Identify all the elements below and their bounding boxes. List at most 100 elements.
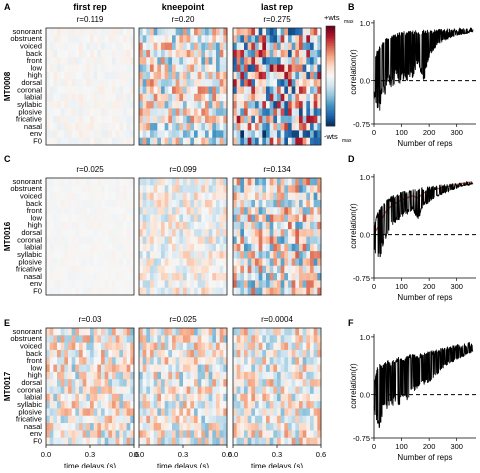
heatmap-cell bbox=[101, 401, 106, 409]
heatmap-cell bbox=[299, 349, 304, 358]
heatmap-cell bbox=[273, 437, 278, 446]
heatmap-cell bbox=[139, 328, 144, 336]
heatmap-cell bbox=[161, 207, 166, 215]
heatmap-cell bbox=[75, 357, 80, 365]
heatmap-cell bbox=[175, 328, 180, 336]
heatmap-cell bbox=[299, 108, 304, 117]
heatmap-cell bbox=[291, 137, 296, 146]
heatmap-cell bbox=[57, 199, 62, 208]
heatmap-cell bbox=[104, 243, 109, 252]
heatmap-cell bbox=[104, 342, 109, 351]
heatmap-cell bbox=[112, 115, 117, 124]
heatmap-cell bbox=[153, 364, 158, 373]
heatmap-cell bbox=[183, 64, 188, 73]
heatmap-cell bbox=[251, 258, 256, 267]
heatmap-cell bbox=[146, 137, 151, 146]
heatmap-cell bbox=[255, 199, 260, 208]
heatmap-cell bbox=[255, 335, 260, 344]
heatmap-cell bbox=[233, 71, 238, 80]
feature-label: syllabic bbox=[17, 100, 42, 109]
heatmap-cell bbox=[119, 42, 124, 51]
heatmap-cell bbox=[302, 178, 307, 186]
heatmap-cell bbox=[46, 236, 51, 245]
heatmap-cell bbox=[273, 280, 278, 289]
heatmap-cell bbox=[139, 115, 144, 124]
heatmap-cell bbox=[139, 349, 144, 358]
heatmap-cell bbox=[262, 42, 267, 51]
heatmap-cell bbox=[302, 64, 307, 73]
heatmap-cell bbox=[64, 108, 69, 117]
heatmap-cell bbox=[168, 258, 173, 267]
heatmap-cell bbox=[302, 57, 307, 65]
heatmap-cell bbox=[205, 71, 210, 80]
heatmap-cell bbox=[186, 430, 191, 439]
colorbar-segment bbox=[326, 116, 335, 119]
heatmap-cell bbox=[186, 64, 191, 73]
heatmap-cell bbox=[86, 137, 91, 146]
heatmap-cell bbox=[197, 287, 202, 296]
heatmap-cell bbox=[299, 221, 304, 230]
heatmap-cell bbox=[201, 342, 206, 351]
heatmap-cell bbox=[255, 35, 260, 44]
heatmap-cell bbox=[219, 280, 224, 289]
heatmap-cell bbox=[161, 371, 166, 380]
heatmap-cell bbox=[302, 408, 307, 417]
heatmap-cell bbox=[139, 71, 144, 80]
heatmap-cell bbox=[306, 437, 311, 446]
heatmap-cell bbox=[82, 71, 87, 80]
heatmap-cell bbox=[90, 357, 95, 365]
heatmap-cell bbox=[153, 185, 158, 194]
heatmap-cell bbox=[212, 328, 217, 336]
heatmap-cell bbox=[219, 49, 224, 58]
heatmap-cell bbox=[119, 408, 124, 417]
heatmap-cell bbox=[205, 251, 210, 259]
heatmap-cell bbox=[277, 64, 282, 73]
heatmap-cell bbox=[142, 415, 147, 424]
heatmap-cell bbox=[233, 349, 238, 358]
heatmap-cell bbox=[288, 28, 293, 36]
heatmap-cell bbox=[157, 280, 162, 289]
heatmap-cell bbox=[101, 236, 106, 245]
heatmap-cell bbox=[201, 371, 206, 380]
heatmap-cell bbox=[205, 357, 210, 365]
heatmap-cell bbox=[219, 328, 224, 336]
heatmap-cell bbox=[60, 287, 65, 296]
panel-letter: C bbox=[4, 154, 11, 164]
heatmap-cell bbox=[101, 79, 106, 87]
heatmap-cell bbox=[112, 207, 117, 215]
colorbar-segment bbox=[326, 59, 335, 62]
heatmap-cell bbox=[255, 185, 260, 194]
heatmap-cell bbox=[208, 357, 213, 365]
heatmap-cell bbox=[142, 221, 147, 230]
heatmap-cell bbox=[53, 430, 58, 439]
heatmap-cell bbox=[310, 251, 315, 259]
heatmap-cell bbox=[197, 130, 202, 139]
colorbar-segment bbox=[326, 89, 335, 92]
heatmap-cell bbox=[306, 349, 311, 358]
heatmap-cell bbox=[172, 79, 177, 87]
heatmap-cell bbox=[194, 130, 199, 139]
heatmap-cell bbox=[46, 251, 51, 259]
heatmap-cell bbox=[153, 357, 158, 365]
heatmap-cell bbox=[164, 408, 169, 417]
heatmap-cell bbox=[284, 258, 289, 267]
heatmap-cell bbox=[126, 64, 131, 73]
heatmap-cell bbox=[194, 251, 199, 259]
heatmap-cell bbox=[164, 221, 169, 230]
heatmap-cell bbox=[310, 28, 315, 36]
heatmap-cell bbox=[212, 178, 217, 186]
heatmap-cell bbox=[186, 123, 191, 131]
heatmap-cell bbox=[280, 273, 285, 281]
heatmap-cell bbox=[284, 130, 289, 139]
heatmap-cell bbox=[197, 64, 202, 73]
heatmap-cell bbox=[306, 79, 311, 87]
heatmap-cell bbox=[57, 93, 62, 102]
heatmap-cell bbox=[197, 430, 202, 439]
heatmap-cell bbox=[79, 265, 84, 274]
heatmap-cell bbox=[244, 137, 249, 146]
heatmap-cell bbox=[233, 243, 238, 252]
feature-label: labial bbox=[24, 93, 42, 102]
heatmap-cell bbox=[277, 251, 282, 259]
heatmap-cell bbox=[255, 115, 260, 124]
heatmap-cell bbox=[295, 178, 300, 186]
